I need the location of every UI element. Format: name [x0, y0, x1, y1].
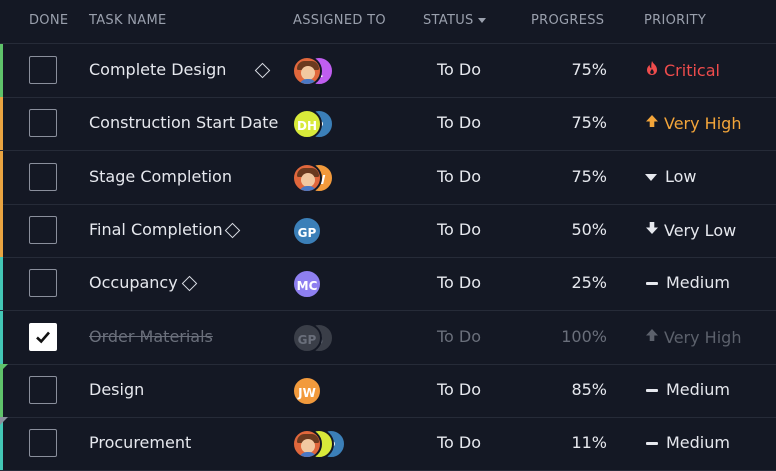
triangle-down-icon: [645, 173, 657, 181]
dash-icon: [646, 442, 658, 446]
done-checkbox[interactable]: [29, 215, 57, 244]
checkmark-icon: [36, 331, 50, 343]
avatar[interactable]: MC: [292, 269, 322, 300]
done-checkbox[interactable]: [29, 429, 57, 458]
avatar[interactable]: GP: [292, 322, 322, 353]
dash-icon: [646, 388, 658, 392]
row-notch-icon: [0, 363, 8, 372]
priority-cell[interactable]: Medium: [644, 380, 730, 399]
grid-header: DONE TASK NAME ASSIGNED TO STATUS PROGRE…: [0, 0, 776, 44]
header-done[interactable]: DONE: [29, 13, 69, 28]
arrow-up-icon: [644, 327, 660, 347]
priority-label: Critical: [664, 61, 720, 80]
row-accent-bar: [0, 203, 3, 257]
task-name[interactable]: Construction Start Date: [89, 113, 279, 133]
avatar-photo-icon[interactable]: [292, 429, 322, 460]
avatar-photo-icon[interactable]: [292, 162, 322, 193]
status-cell[interactable]: To Do: [437, 113, 482, 133]
row-accent-bar: [0, 310, 3, 364]
table-row[interactable]: Design JW To Do 85% Medium: [0, 363, 776, 418]
status-cell[interactable]: To Do: [437, 273, 482, 293]
progress-cell[interactable]: 75%: [571, 166, 607, 186]
avatar[interactable]: GP: [292, 215, 322, 246]
avatar[interactable]: JW: [292, 375, 322, 406]
priority-cell[interactable]: Very High: [644, 113, 741, 133]
progress-cell[interactable]: 50%: [571, 219, 607, 239]
arrow-down-icon: [644, 220, 660, 240]
row-accent-bar: [0, 363, 3, 417]
header-assigned-to[interactable]: ASSIGNED TO: [293, 13, 386, 28]
row-accent-bar: [0, 97, 3, 151]
priority-cell[interactable]: Low: [644, 167, 697, 186]
priority-cell[interactable]: Very High: [644, 327, 741, 347]
header-task-name[interactable]: TASK NAME: [89, 13, 167, 28]
progress-cell[interactable]: 100%: [561, 326, 607, 346]
priority-label: Very High: [664, 114, 742, 134]
milestone-diamond-icon: [224, 222, 241, 239]
priority-label: Medium: [666, 273, 730, 293]
header-progress[interactable]: PROGRESS: [531, 13, 605, 28]
priority-cell[interactable]: Medium: [644, 433, 730, 452]
done-checkbox[interactable]: [29, 322, 57, 351]
row-accent-bar: [0, 44, 3, 97]
progress-cell[interactable]: 85%: [571, 379, 607, 399]
priority-label: Medium: [666, 433, 730, 453]
task-name[interactable]: Procurement: [89, 433, 192, 453]
priority-label: Low: [665, 166, 697, 186]
priority-cell[interactable]: Critical: [644, 60, 720, 80]
header-status[interactable]: STATUS: [423, 13, 486, 28]
row-notch-icon: [0, 417, 8, 426]
done-checkbox[interactable]: [29, 109, 57, 138]
priority-label: Very Low: [664, 220, 737, 240]
sort-caret-icon[interactable]: [477, 18, 486, 23]
task-name[interactable]: Order Materials: [89, 326, 213, 346]
status-cell[interactable]: To Do: [437, 326, 482, 346]
task-name[interactable]: Complete Design: [89, 60, 227, 79]
milestone-diamond-icon: [254, 62, 271, 79]
progress-cell[interactable]: 75%: [571, 60, 607, 79]
task-name[interactable]: Occupancy: [89, 273, 178, 293]
avatar[interactable]: DH: [292, 109, 322, 140]
priority-cell[interactable]: Very Low: [644, 220, 736, 240]
priority-cell[interactable]: Medium: [644, 273, 730, 292]
progress-cell[interactable]: 11%: [571, 433, 607, 453]
progress-cell[interactable]: 75%: [571, 113, 607, 133]
status-cell[interactable]: To Do: [437, 166, 482, 186]
priority-label: Very High: [664, 327, 742, 347]
priority-label: Medium: [666, 379, 730, 399]
task-name[interactable]: Final Completion: [89, 219, 223, 239]
avatar-photo-icon[interactable]: [292, 56, 322, 86]
status-cell[interactable]: To Do: [437, 379, 482, 399]
arrow-up-icon: [644, 113, 660, 133]
header-status-label: STATUS: [423, 13, 474, 28]
row-accent-bar: [0, 257, 3, 311]
done-checkbox[interactable]: [29, 56, 57, 84]
status-cell[interactable]: To Do: [437, 60, 482, 79]
status-cell[interactable]: To Do: [437, 219, 482, 239]
row-accent-bar: [0, 417, 3, 471]
progress-cell[interactable]: 25%: [571, 273, 607, 293]
task-name[interactable]: Design: [89, 379, 145, 399]
dash-icon: [646, 282, 658, 286]
done-checkbox[interactable]: [29, 269, 57, 298]
fire-icon: [644, 60, 660, 80]
row-accent-bar: [0, 150, 3, 204]
milestone-diamond-icon: [181, 275, 198, 292]
done-checkbox[interactable]: [29, 375, 57, 404]
status-cell[interactable]: To Do: [437, 433, 482, 453]
done-checkbox[interactable]: [29, 162, 57, 191]
task-name[interactable]: Stage Completion: [89, 166, 232, 186]
table-row[interactable]: Final Completion GP To Do 50% Very Low: [0, 203, 776, 258]
header-priority[interactable]: PRIORITY: [644, 13, 707, 28]
table-row[interactable]: Occupancy MC To Do 25% Medium: [0, 257, 776, 312]
